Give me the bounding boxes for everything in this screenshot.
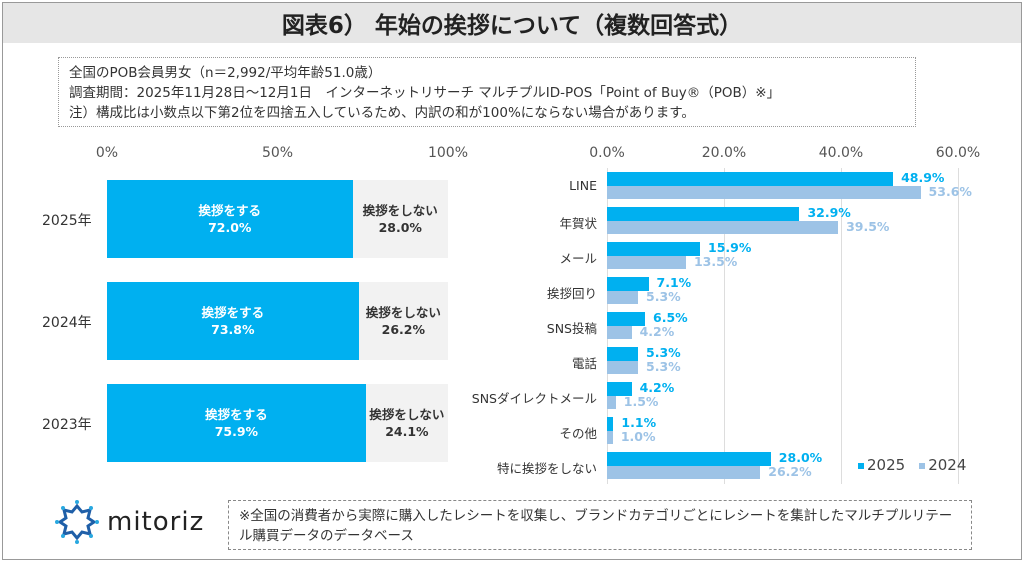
bar-2025 — [607, 347, 638, 361]
bar-2025 — [607, 172, 894, 186]
bar-2025 — [607, 312, 646, 326]
category-label: 電話 — [571, 356, 597, 371]
bar-2025 — [607, 277, 649, 291]
value-label: 24.1% — [385, 424, 429, 439]
mitoriz-logo: mitoriz — [55, 500, 204, 544]
category-label: 年賀状 — [559, 216, 597, 231]
bar-2024 — [607, 255, 686, 269]
series-name: 挨拶をしない — [369, 407, 445, 422]
footnote: ※全国の消費者から実際に購入したレシートを収集し、ブランドカテゴリごとにレシート… — [228, 500, 972, 550]
category-label: その他 — [559, 426, 597, 441]
gridline — [958, 168, 959, 484]
category-label: 2024年 — [42, 315, 92, 331]
logo-icon — [55, 500, 99, 544]
x-tick-label: 0% — [95, 145, 119, 161]
value-label-2024: 5.3% — [646, 288, 681, 304]
value-label-2024: 13.5% — [693, 253, 738, 269]
bar-2024 — [607, 430, 613, 444]
category-label: SNS投稿 — [546, 321, 597, 336]
series-name: 挨拶をする — [198, 203, 262, 218]
gridline — [841, 168, 842, 484]
bar-2025 — [607, 452, 771, 466]
value-label-2025: 28.0% — [778, 450, 823, 465]
category-label: メール — [559, 251, 597, 266]
value-label: 75.9% — [214, 424, 259, 439]
bar-2024 — [607, 185, 921, 199]
bar-label: 挨拶をする 73.8% — [107, 304, 359, 338]
bar-label: 挨拶をする 75.9% — [107, 406, 366, 440]
value-label-2024: 39.5% — [846, 218, 890, 234]
bar-greet — [107, 282, 359, 360]
x-tick-label: 50% — [261, 145, 294, 161]
survey-note: 全国のPOB会員男女（n＝2,992/平均年齢51.0歳） 調査期間：2025年… — [58, 57, 916, 127]
value-label-2025: 48.9% — [901, 170, 945, 185]
value-label: 28.0% — [378, 220, 422, 235]
bar-2024 — [607, 360, 638, 374]
value-label-2025: 7.1% — [656, 275, 692, 290]
bar-greet — [107, 384, 366, 462]
category-label: 2025年 — [42, 213, 92, 229]
x-tick-label: 20.0% — [701, 145, 747, 161]
bar-label: 挨拶をしない 28.0% — [353, 202, 448, 236]
legend: 2025 2024 — [858, 456, 966, 474]
x-tick-label: 100% — [427, 145, 469, 161]
legend-2025: 2025 — [858, 456, 905, 474]
series-name: 挨拶をする — [201, 305, 265, 320]
category-label: SNSダイレクトメール — [471, 391, 597, 406]
series-name: 挨拶をする — [205, 407, 268, 422]
bar-2024 — [607, 395, 616, 409]
value-label-2025: 5.3% — [646, 345, 681, 360]
value-label-2025: 6.5% — [653, 310, 688, 325]
note-line: 全国のPOB会員男女（n＝2,992/平均年齢51.0歳） — [69, 65, 382, 81]
bar-2024 — [607, 325, 632, 339]
note-line: 注）構成比は小数点以下第2位を四捨五入しているため、内訳の和が100%にならない… — [69, 105, 695, 121]
value-label-2025: 32.9% — [807, 205, 851, 220]
bar-label: 挨拶をしない 26.2% — [359, 304, 448, 338]
value-label-2025: 15.9% — [708, 240, 752, 255]
value-label-2024: 53.6% — [928, 183, 972, 199]
x-tick-label: 60.0% — [935, 145, 981, 161]
category-label: 2023年 — [42, 417, 92, 433]
bar-no-greet — [358, 282, 448, 360]
bar-label: 挨拶をする 72.0% — [107, 202, 353, 236]
note-line: 調査期間：2025年11月28日～12月1日 インターネットリサーチ マルチプル… — [69, 85, 781, 101]
bar-2025 — [607, 242, 700, 256]
page-title: 図表6） 年始の挨拶について（複数回答式） — [3, 3, 1021, 43]
value-label: 26.2% — [381, 322, 425, 337]
category-label: LINE — [569, 178, 597, 193]
bar-no-greet — [365, 384, 448, 462]
series-name: 挨拶をしない — [365, 305, 441, 320]
value-label-2025: 1.1% — [621, 415, 657, 430]
value-label-2024: 1.5% — [623, 393, 659, 409]
series-name: 挨拶をしない — [362, 203, 438, 218]
value-label: 72.0% — [208, 220, 252, 235]
bar-2025 — [607, 207, 800, 221]
bar-2024 — [607, 220, 839, 234]
bar-2025 — [607, 417, 614, 431]
value-label-2024: 26.2% — [768, 463, 812, 479]
x-tick-label: 40.0% — [818, 145, 864, 161]
bar-greet — [107, 180, 353, 258]
value-label-2024: 4.2% — [639, 323, 675, 339]
value-label: 73.8% — [211, 322, 255, 337]
bar-no-greet — [352, 180, 448, 258]
bar-2024 — [607, 465, 761, 479]
gridline — [724, 168, 725, 484]
value-label-2025: 4.2% — [639, 380, 675, 395]
value-label-2024: 5.3% — [646, 358, 681, 374]
legend-2024: 2024 — [919, 456, 966, 474]
category-label: 特に挨拶をしない — [496, 461, 597, 476]
bar-2025 — [607, 382, 632, 396]
logo-text: mitoriz — [107, 507, 205, 537]
category-label: 挨拶回り — [546, 286, 597, 301]
bar-label: 挨拶をしない 24.1% — [366, 406, 448, 440]
bar-2024 — [607, 290, 638, 304]
x-tick-label: 0.0% — [589, 145, 625, 161]
value-label-2024: 1.0% — [620, 428, 656, 444]
